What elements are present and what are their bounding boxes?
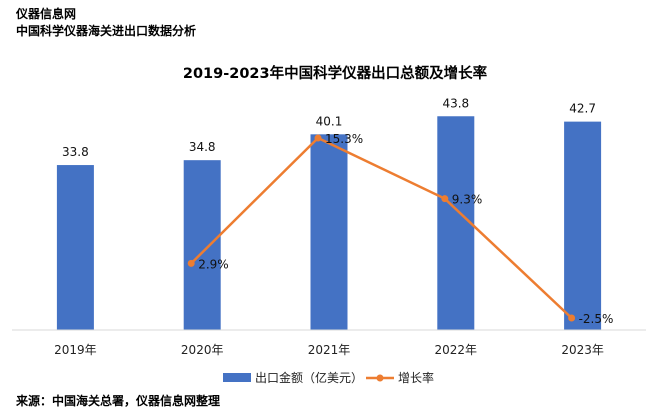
bar-value-label-3: 40.1 [316, 114, 343, 128]
legend-swatch-export [223, 373, 251, 382]
legend-label-export: 出口金额（亿美元） [255, 370, 363, 385]
bar-1 [56, 165, 94, 330]
growth-polyline [190, 136, 573, 319]
x-tick-label-5: 2023年 [561, 343, 604, 357]
bar-2 [183, 160, 221, 330]
growth-marker-5 [568, 314, 576, 322]
bar-5 [564, 121, 602, 331]
growth-value-label-2: 2.9% [198, 257, 229, 271]
growth-marker-3 [314, 134, 322, 142]
report-subtitle: 中国科学仪器海关进出口数据分析 [16, 24, 197, 38]
chart-title: 2019-2023年中国科学仪器出口总额及增长率 [183, 64, 488, 82]
source-note: 来源：中国海关总署，仪器信息网整理 [16, 394, 221, 408]
x-tick-label-4: 2022年 [435, 343, 478, 357]
bar-4 [437, 116, 475, 330]
legend-label-growth: 增长率 [398, 370, 434, 385]
growth-labels-group: 2.9% 15.3% 9.3% -2.5% [198, 132, 613, 326]
legend: 出口金额（亿美元） 增长率 [223, 370, 434, 385]
growth-value-label-3: 15.3% [325, 132, 363, 146]
bar-value-label-2: 34.8 [189, 140, 216, 154]
growth-value-label-5: -2.5% [579, 312, 614, 326]
growth-line-group [187, 134, 576, 322]
bar-labels-group: 33.8 34.8 40.1 43.8 42.7 [62, 96, 596, 159]
bar-value-label-4: 43.8 [442, 96, 469, 110]
growth-value-label-4: 9.3% [452, 193, 483, 207]
bars-group [56, 116, 602, 331]
bar-3 [310, 134, 348, 330]
bar-value-label-5: 42.7 [569, 102, 596, 116]
legend-swatch-growth-marker [376, 374, 384, 382]
growth-marker-2 [187, 259, 195, 267]
bar-value-label-1: 33.8 [62, 145, 89, 159]
growth-marker-4 [441, 195, 449, 203]
brand-name: 仪器信息网 [16, 7, 77, 21]
x-tick-label-1: 2019年 [54, 343, 97, 357]
x-tick-label-2: 2020年 [181, 343, 224, 357]
x-tick-labels-group: 2019年 2020年 2021年 2022年 2023年 [54, 343, 604, 357]
x-tick-label-3: 2021年 [308, 343, 351, 357]
